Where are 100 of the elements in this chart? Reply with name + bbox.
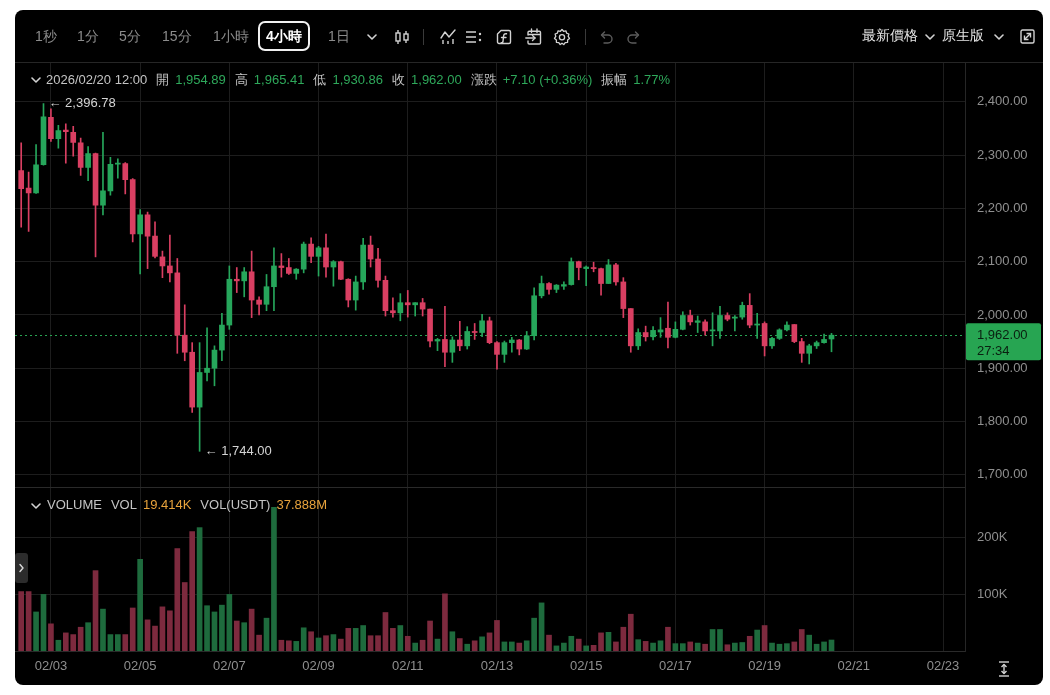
bar <box>48 623 54 651</box>
bar <box>479 636 485 651</box>
annotation: 振幅 <box>601 71 628 89</box>
bar <box>219 604 225 651</box>
bar <box>509 641 515 651</box>
bar <box>323 635 329 651</box>
bar <box>152 625 158 651</box>
annotation: 1,965.41 <box>253 71 305 89</box>
y-tick-label: 1,700.00 <box>977 466 1028 482</box>
bar <box>256 634 262 651</box>
candlestick <box>442 306 448 367</box>
bar <box>367 635 374 651</box>
y-tick-label: 2,400.00 <box>977 93 1028 109</box>
annotation: 開 <box>156 71 170 89</box>
candlestick <box>167 234 173 283</box>
y-tick-label: 1,800.00 <box>977 413 1028 429</box>
annotation: 2026/02/20 12:00 <box>46 71 148 89</box>
annotation: 低 <box>313 71 327 89</box>
bar <box>821 641 827 651</box>
x-tick-label: 02/13 <box>480 658 514 674</box>
bar <box>687 641 694 651</box>
bar <box>679 643 686 651</box>
candlestick <box>115 158 121 179</box>
bar <box>665 626 671 651</box>
candlestick <box>665 301 671 349</box>
bar <box>137 558 143 651</box>
bar <box>516 642 523 651</box>
annotation: VOLUME <box>47 496 102 514</box>
bar <box>494 620 500 651</box>
annotation: 1,954.89 <box>175 71 226 89</box>
candlestick <box>62 123 69 164</box>
x-tick-label: 02/07 <box>213 658 246 674</box>
candlestick <box>694 315 701 333</box>
bar <box>129 607 136 651</box>
x-tick-label: 02/03 <box>34 658 68 674</box>
bar <box>613 641 619 651</box>
bar <box>672 643 679 651</box>
x-tick-label: 02/05 <box>123 658 157 674</box>
bar <box>33 611 39 651</box>
bar <box>464 643 471 651</box>
bar <box>791 641 798 651</box>
y-tick-label: 2,200.00 <box>977 200 1028 215</box>
annotation: VOL(USDT) <box>200 496 271 514</box>
text: 1小時 <box>213 27 249 45</box>
y-tick-label: 2,300.00 <box>977 146 1028 162</box>
candlestick <box>233 267 240 293</box>
x-tick-label: 02/21 <box>837 658 871 674</box>
candlestick <box>390 297 396 318</box>
bar <box>122 634 129 651</box>
y-tick-label: 2,000.00 <box>977 306 1028 322</box>
candlestick <box>100 131 106 216</box>
bar <box>442 593 448 651</box>
annotation: 19.414K <box>142 496 192 514</box>
bar <box>798 629 805 651</box>
bar <box>754 629 760 651</box>
bar <box>285 640 292 651</box>
text: 原生版 <box>942 27 984 45</box>
y-tick-label: 2,100.00 <box>977 253 1028 269</box>
text: 5分 <box>119 27 141 45</box>
bar <box>694 642 701 651</box>
bar <box>769 642 775 651</box>
annotation: 1,930.86 <box>332 71 384 89</box>
candlestick <box>18 142 25 228</box>
bar <box>85 622 91 651</box>
bar <box>233 620 240 651</box>
bar <box>806 634 813 651</box>
y-tick-label: 100K <box>977 585 1008 601</box>
text: 1分 <box>77 27 99 45</box>
annotation: VOL <box>110 496 137 514</box>
bar <box>598 632 604 651</box>
annotation: ← 1,744.00 <box>204 442 272 458</box>
x-tick-label: 02/19 <box>748 658 781 674</box>
x-tick-label: 02/23 <box>926 658 960 674</box>
bar <box>293 641 300 651</box>
text: 1秒 <box>35 27 57 45</box>
bar <box>390 628 396 651</box>
bar <box>449 631 456 651</box>
bar <box>627 613 634 651</box>
bar <box>404 635 411 651</box>
bar <box>635 639 642 651</box>
annotation: 37.888M <box>276 496 328 514</box>
bar <box>375 635 381 651</box>
bar <box>456 638 463 651</box>
annotation: 高 <box>234 71 248 89</box>
bar <box>18 591 25 651</box>
bar <box>427 620 433 651</box>
bar <box>397 625 404 651</box>
annotation: 1,962.00 <box>411 71 462 89</box>
x-tick-label: 02/11 <box>391 658 424 674</box>
candlestick <box>583 265 590 286</box>
ref-line-label: 1,962.00 27:34 <box>977 326 1028 358</box>
text: 15分 <box>162 27 192 45</box>
bar <box>724 644 731 651</box>
text: 4小時 <box>258 21 310 51</box>
bar <box>583 645 590 651</box>
bar <box>241 622 248 651</box>
x-tick-label: 02/15 <box>569 658 603 674</box>
annotation: 漲跌 <box>470 71 497 89</box>
text: 1日 <box>328 27 350 45</box>
bar <box>412 642 419 651</box>
